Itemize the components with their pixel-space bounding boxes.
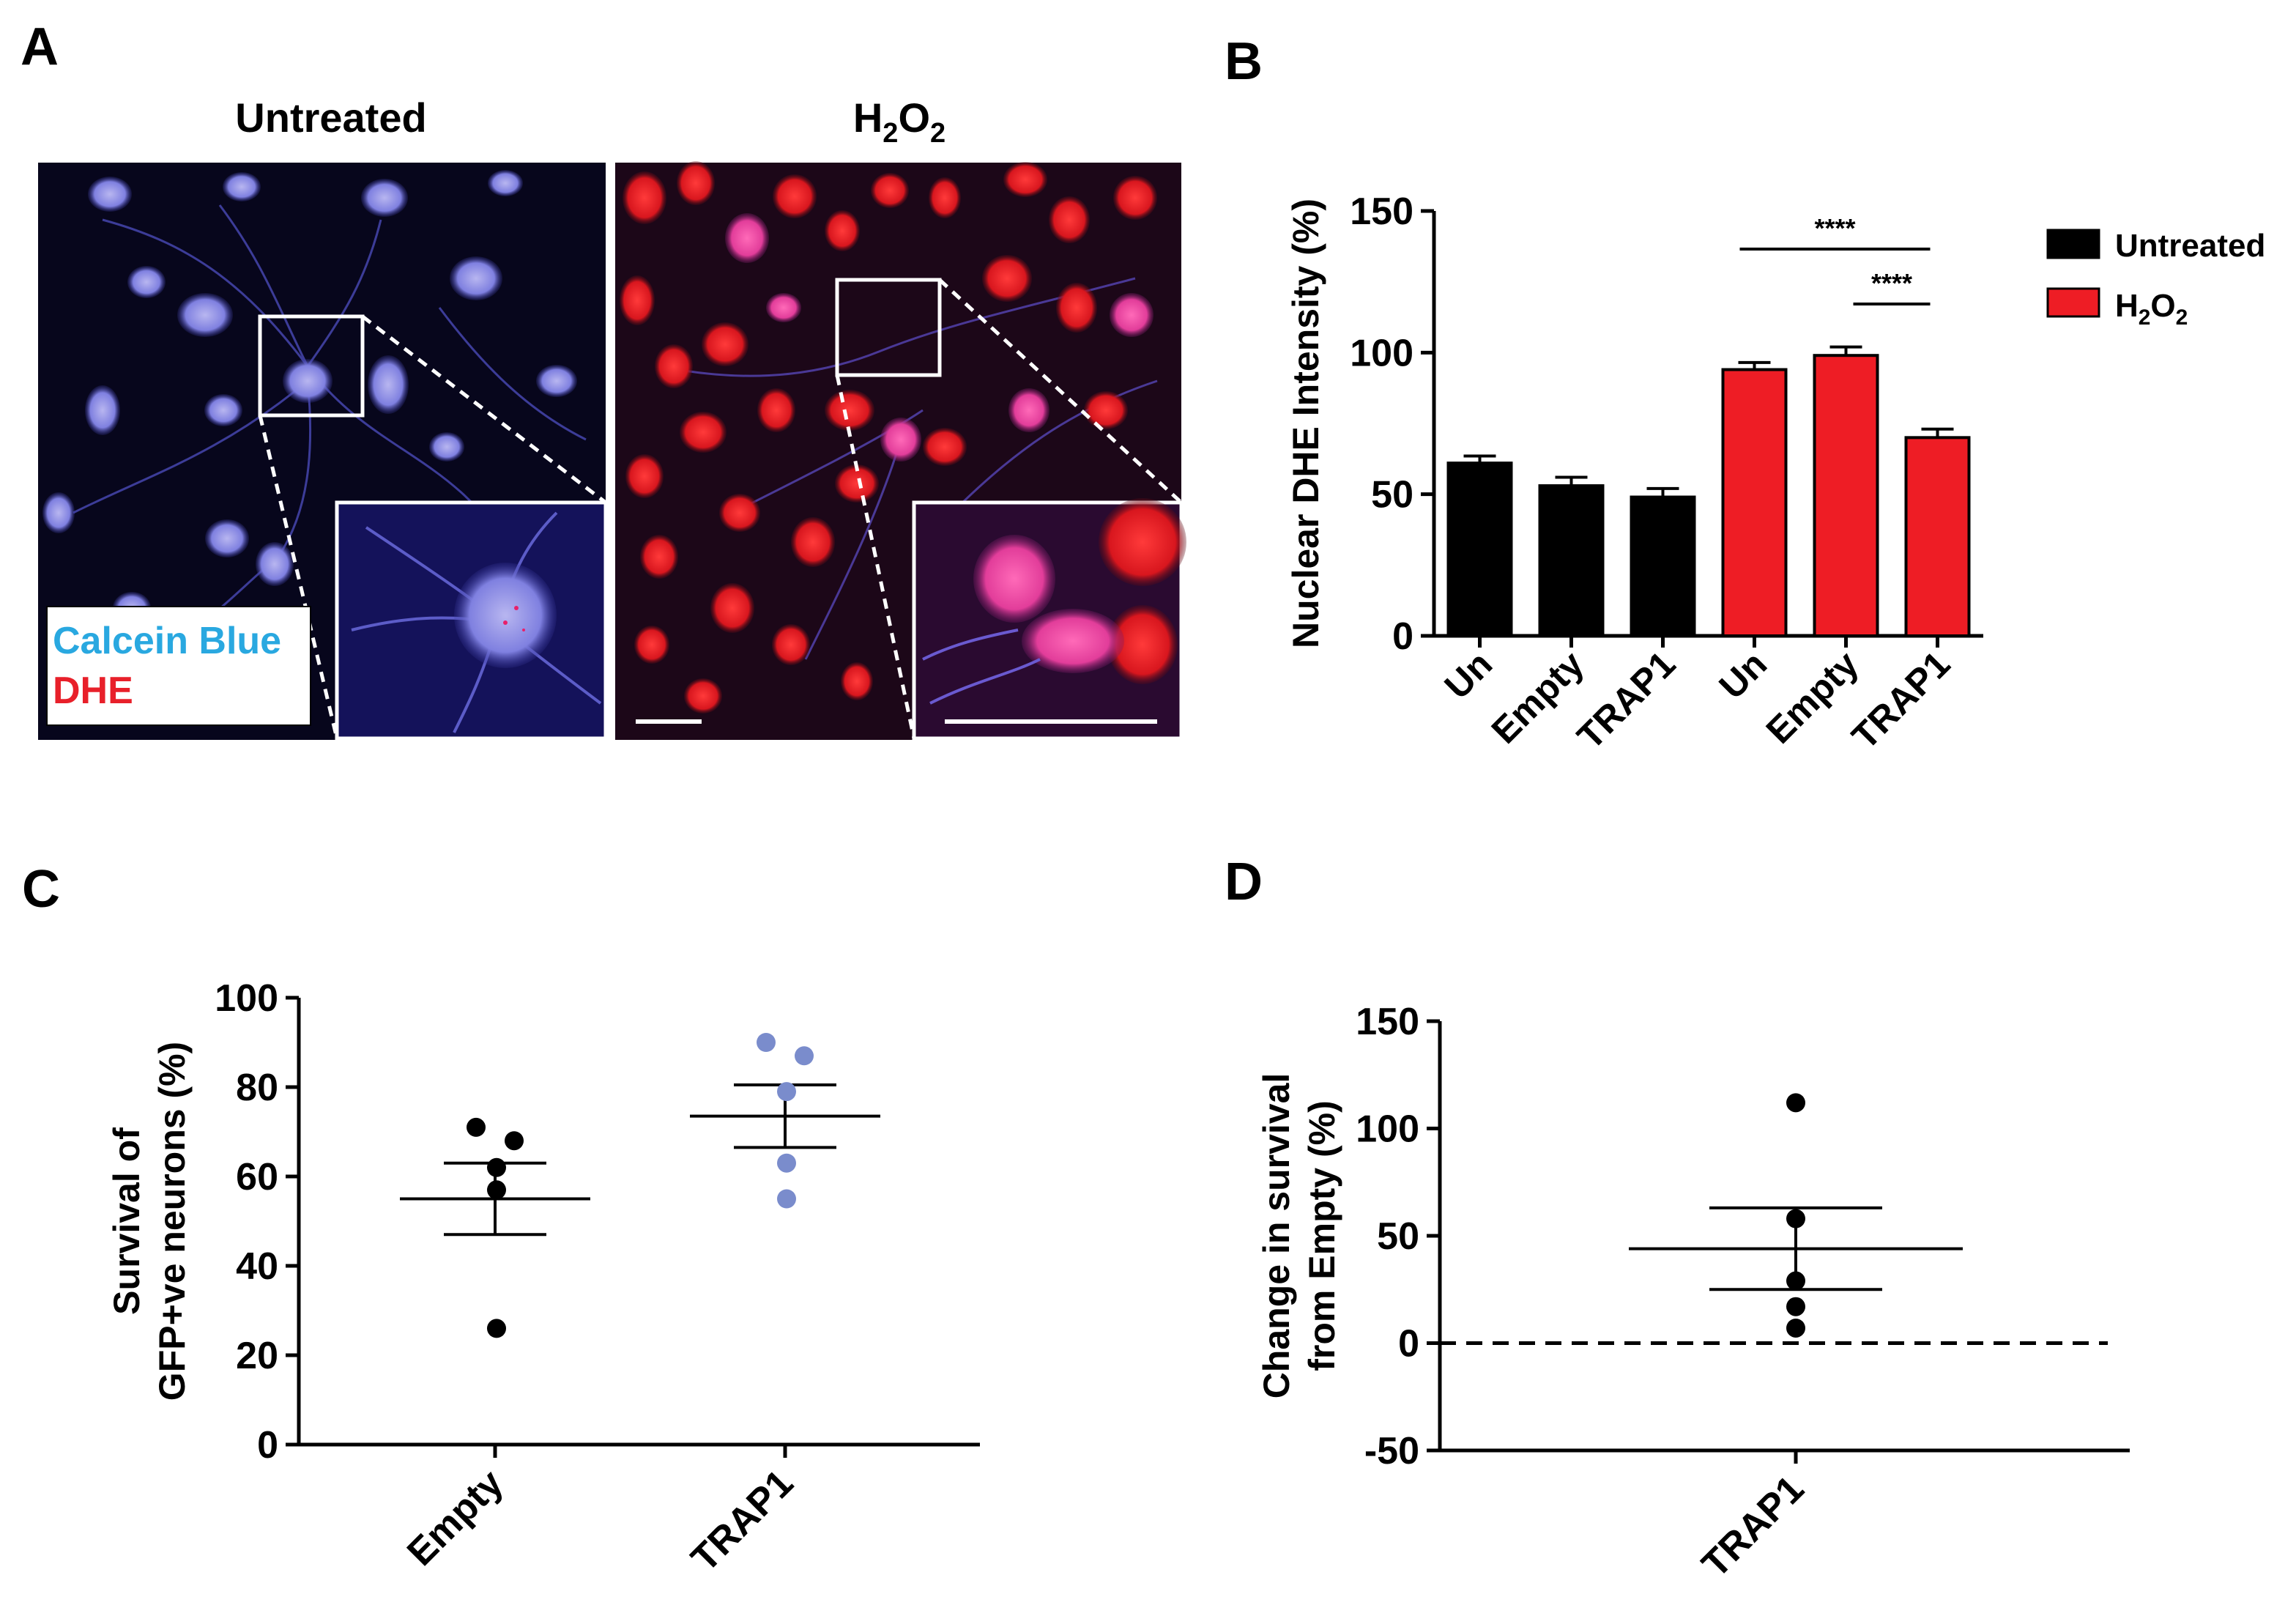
y-tick-label: -50 (1364, 1430, 1419, 1472)
data-point (487, 1157, 506, 1177)
bar (1538, 484, 1605, 637)
panel-letter-b: B (1225, 32, 1263, 91)
untreated-inset (335, 500, 608, 741)
bar (1813, 354, 1879, 637)
y-axis-label: Change in survival from Empty (%) (1256, 1073, 1342, 1399)
channel-legend: Calcein Blue DHE (46, 606, 311, 726)
data-point (757, 1033, 776, 1052)
h2o2-zoom-lines (835, 278, 1183, 739)
data-point (777, 1082, 796, 1102)
data-point (1786, 1271, 1805, 1291)
legend-dhe: DHE (53, 670, 133, 712)
y-tick-label: 80 (236, 1067, 278, 1109)
data-point (1786, 1209, 1805, 1228)
data-point (487, 1319, 506, 1338)
x-tick-label: TRAP1 (1569, 643, 1684, 757)
scatter-chart-d: -50 0 50 100 150 Change in survival from Empty… (1256, 1001, 2130, 1586)
h2o2-cells (620, 161, 1157, 714)
y-tick-label: 100 (1350, 332, 1413, 374)
panel-a: A Untreated H2O2 (21, 18, 1186, 741)
h2o2-title: H2O2 (853, 94, 945, 149)
y-tick-label: 150 (1350, 190, 1413, 233)
data-point (1786, 1318, 1805, 1338)
data-point (505, 1131, 524, 1151)
x-tick-label: TRAP1 (1844, 643, 1958, 757)
y-tick-label: 50 (1371, 474, 1413, 516)
bar (1904, 436, 1971, 637)
x-tick-label: Un (1712, 643, 1775, 707)
h2o2-micrograph (615, 161, 1186, 741)
y-tick-label: 100 (215, 977, 278, 1020)
untreated-zoom-lines (258, 315, 607, 739)
scatter-chart-c: 0 20 40 60 80 100 Survival of GFP+ve neurons (%… (106, 977, 980, 1580)
panel-c: C 0 20 40 60 80 100 Survival of GFP+ve neurons … (22, 860, 980, 1580)
bar (1630, 495, 1696, 637)
panel-letter-a: A (21, 18, 59, 76)
significance-label: **** (1814, 213, 1855, 243)
y-tick-label: 60 (236, 1156, 278, 1198)
panel-letter-c: C (22, 860, 60, 919)
h2o2-roi-box (835, 278, 942, 377)
legend-label: Untreated (2115, 228, 2265, 264)
bar (1721, 368, 1788, 637)
y-tick-label: 0 (1398, 1323, 1419, 1365)
panel-d: D -50 0 50 100 150 Change in survival from Emp… (1225, 853, 2130, 1586)
x-tick-label: TRAP1 (1694, 1467, 1813, 1586)
significance-label: **** (1871, 268, 1912, 298)
untreated-roi-box (258, 314, 365, 418)
data-point (777, 1189, 796, 1209)
legend-calcein-blue: Calcein Blue (53, 620, 281, 662)
panel-letter-d: D (1225, 853, 1263, 911)
y-tick-label: 100 (1356, 1108, 1419, 1151)
legend-swatch (2046, 287, 2100, 318)
y-tick-label: 40 (236, 1245, 278, 1288)
legend-swatch (2046, 229, 2100, 259)
data-point (795, 1046, 814, 1066)
y-tick-label: 0 (257, 1424, 278, 1467)
y-tick-label: 50 (1377, 1215, 1419, 1258)
bar (1446, 462, 1513, 638)
data-point (1786, 1297, 1805, 1316)
untreated-title: Untreated (235, 94, 426, 141)
data-point (467, 1117, 486, 1137)
y-tick-label: 20 (236, 1335, 278, 1377)
data-point (777, 1153, 796, 1173)
untreated-micrograph: Calcein Blue DHE (38, 163, 608, 741)
y-axis-label: Nuclear DHE Intensity (%) (1285, 199, 1326, 648)
data-point (487, 1180, 506, 1200)
untreated-cells (42, 170, 577, 624)
x-tick-label: Un (1437, 643, 1501, 707)
h2o2-inset (912, 498, 1186, 741)
y-tick-label: 0 (1392, 615, 1413, 658)
x-tick-label: Empty (399, 1461, 511, 1574)
x-tick-label: TRAP1 (683, 1461, 802, 1580)
data-point (1786, 1093, 1805, 1113)
y-tick-label: 150 (1356, 1001, 1419, 1043)
y-axis-label: Survival of GFP+ve neurons (%) (106, 1042, 193, 1401)
legend-label: H2O2 (2115, 288, 2188, 330)
